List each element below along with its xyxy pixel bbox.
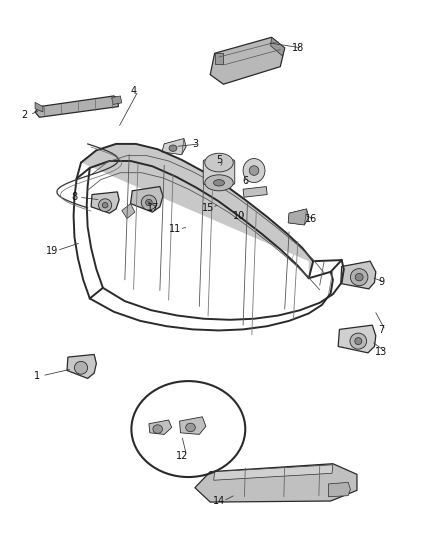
Polygon shape <box>271 37 285 56</box>
Ellipse shape <box>355 338 362 344</box>
Ellipse shape <box>74 361 88 374</box>
Polygon shape <box>81 144 313 278</box>
Polygon shape <box>288 209 307 225</box>
Text: 7: 7 <box>378 326 384 335</box>
Polygon shape <box>195 464 357 502</box>
Polygon shape <box>112 96 122 104</box>
Text: 5: 5 <box>216 155 222 165</box>
Polygon shape <box>35 102 43 112</box>
Text: 11: 11 <box>169 224 181 234</box>
Polygon shape <box>91 192 119 213</box>
Ellipse shape <box>153 425 162 433</box>
Polygon shape <box>149 420 172 434</box>
Ellipse shape <box>186 423 195 432</box>
Polygon shape <box>67 354 96 378</box>
Ellipse shape <box>350 269 368 286</box>
Text: 19: 19 <box>46 246 59 255</box>
Text: 17: 17 <box>147 203 159 213</box>
Ellipse shape <box>355 273 363 281</box>
Ellipse shape <box>141 195 157 210</box>
Polygon shape <box>214 465 333 480</box>
Polygon shape <box>341 261 376 289</box>
Polygon shape <box>131 187 163 212</box>
Ellipse shape <box>102 203 108 208</box>
Ellipse shape <box>99 199 112 212</box>
Polygon shape <box>35 96 118 117</box>
Polygon shape <box>122 204 135 219</box>
Polygon shape <box>162 139 184 155</box>
Ellipse shape <box>145 199 152 206</box>
Ellipse shape <box>169 145 177 151</box>
Polygon shape <box>162 139 186 155</box>
Text: 10: 10 <box>233 211 245 221</box>
Polygon shape <box>288 209 309 225</box>
Polygon shape <box>338 325 376 353</box>
Text: 15: 15 <box>202 203 214 213</box>
Ellipse shape <box>205 175 233 191</box>
Text: 9: 9 <box>378 278 384 287</box>
Ellipse shape <box>243 159 265 182</box>
Text: 3: 3 <box>192 139 198 149</box>
Ellipse shape <box>249 166 259 175</box>
Text: 16: 16 <box>305 214 317 223</box>
Text: 12: 12 <box>176 451 188 461</box>
Polygon shape <box>243 187 267 197</box>
Text: 6: 6 <box>242 176 248 186</box>
Ellipse shape <box>214 180 224 186</box>
FancyBboxPatch shape <box>203 160 235 184</box>
Ellipse shape <box>205 153 233 172</box>
Text: 2: 2 <box>21 110 27 119</box>
Text: 8: 8 <box>71 192 78 202</box>
Polygon shape <box>215 53 223 64</box>
Text: 1: 1 <box>34 371 40 381</box>
Ellipse shape <box>350 333 367 349</box>
Polygon shape <box>180 417 206 434</box>
Polygon shape <box>328 482 350 497</box>
Polygon shape <box>210 37 285 84</box>
Text: 13: 13 <box>375 347 387 357</box>
Text: 14: 14 <box>213 496 225 506</box>
Text: 4: 4 <box>131 86 137 95</box>
Text: 18: 18 <box>292 43 304 53</box>
